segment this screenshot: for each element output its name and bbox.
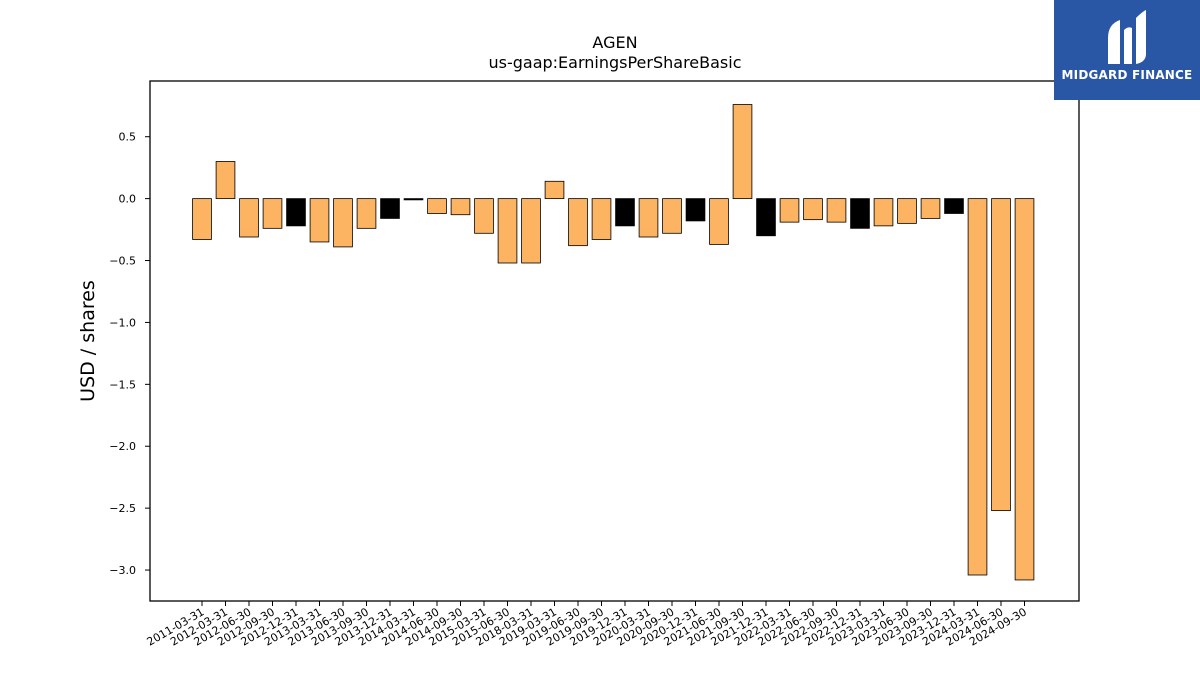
bar-2023-06-30	[897, 198, 917, 224]
bar-2020-09-30	[662, 198, 682, 234]
y-tick-label: −1.5	[109, 378, 136, 391]
bar-2012-03-31	[215, 161, 236, 200]
bar-2019-06-30	[568, 198, 588, 247]
x-ticks-group: 2011-03-312012-03-312012-06-302012-09-30…	[145, 601, 1029, 649]
bar-2019-12-31	[615, 198, 635, 227]
bar-2023-03-31	[873, 198, 894, 227]
brand-name: MIDGARD FINANCE	[1061, 68, 1193, 82]
bar-2019-09-30	[591, 198, 612, 240]
bar-2023-12-31	[944, 198, 964, 214]
y-tick-label: −2.0	[109, 440, 136, 453]
bar-2021-09-30	[732, 104, 753, 200]
bar-2012-06-30	[239, 198, 259, 238]
chart-subtitle: us-gaap:EarningsPerShareBasic	[488, 53, 741, 72]
bar-2015-06-30	[497, 198, 518, 264]
bar-2024-09-30	[1014, 198, 1035, 581]
bar-2018-03-31	[521, 198, 541, 264]
bar-2021-12-31	[756, 198, 776, 237]
bar-2022-06-30	[803, 198, 823, 221]
bar-2013-03-31	[309, 198, 330, 243]
bar-2014-06-30	[427, 198, 447, 214]
bar-2014-09-30	[450, 198, 471, 216]
midgard-logo-mark-icon	[1108, 10, 1146, 64]
bar-2019-03-31	[544, 180, 565, 200]
bar-2022-09-30	[826, 198, 847, 223]
bar-2012-09-30	[262, 198, 283, 229]
y-tick-label: 0.0	[119, 193, 137, 206]
bar-2013-09-30	[356, 198, 377, 229]
bar-2023-09-30	[920, 198, 941, 219]
y-axis-label: USD / shares	[77, 280, 99, 402]
chart-title: AGEN	[592, 33, 637, 52]
y-tick-label: −0.5	[109, 255, 136, 268]
bar-2020-12-31	[685, 198, 706, 222]
bar-2020-03-31	[638, 198, 659, 238]
bar-2013-12-31	[380, 198, 400, 219]
bars-group	[192, 104, 1035, 581]
bar-2014-03-31	[403, 198, 424, 201]
y-tick-label: −1.0	[109, 316, 136, 329]
bar-2011-03-31	[192, 198, 212, 240]
bar-2022-03-31	[779, 198, 800, 223]
bar-2013-06-30	[333, 198, 353, 248]
bar-2022-12-31	[850, 198, 870, 229]
bar-2024-06-30	[991, 198, 1011, 512]
y-tick-label: −3.0	[109, 564, 136, 577]
midgard-finance-logo: MIDGARD FINANCE	[1054, 0, 1200, 100]
bar-2024-03-31	[967, 198, 988, 576]
y-tick-label: −2.5	[109, 502, 136, 515]
y-ticks-group: 0.5 0.0 −0.5 −1.0 −1.5 −2.0 −2.5 −3.0	[109, 131, 150, 577]
y-tick-label: 0.5	[119, 131, 137, 144]
plot-frame	[149, 80, 1080, 602]
bar-2015-03-31	[474, 198, 494, 234]
bar-2012-12-31	[286, 198, 306, 227]
bar-2021-06-30	[709, 198, 729, 245]
